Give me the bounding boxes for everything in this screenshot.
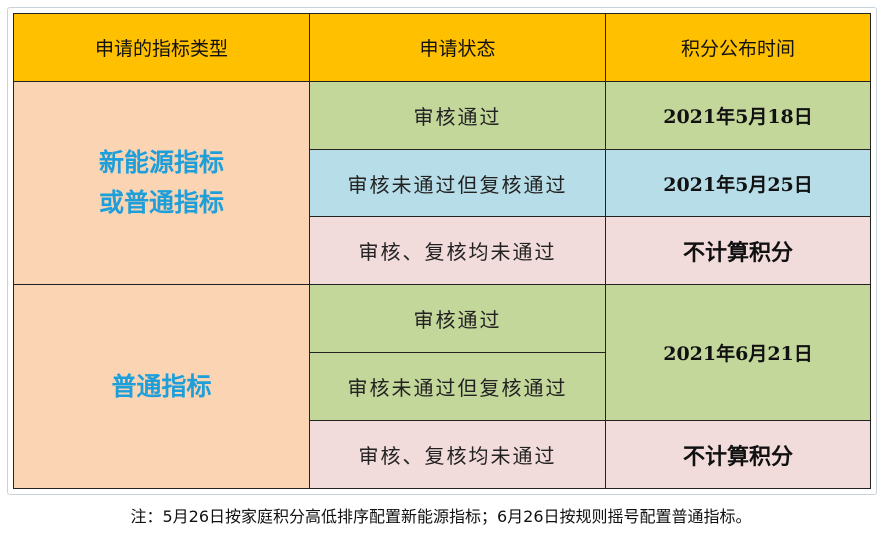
footnote: 注：5月26日按家庭积分高低排序配置新能源指标；6月26日按规则摇号配置普通指标… (130, 507, 752, 526)
time-cell-shared: 2021年6月21日 (606, 285, 871, 421)
header-status: 申请状态 (310, 14, 606, 82)
time-cell: 不计算积分 (606, 421, 871, 489)
header-time: 积分公布时间 (606, 14, 871, 82)
status-cell: 审核未通过但复核通过 (310, 150, 606, 217)
score-table: 申请的指标类型 申请状态 积分公布时间 新能源指标 或普通指标 审核通过 202… (13, 13, 871, 489)
status-cell: 审核未通过但复核通过 (310, 353, 606, 421)
time-cell: 2021年5月18日 (606, 82, 871, 150)
type-line-1: 新能源指标 (98, 148, 224, 177)
type-regular: 普通指标 (14, 285, 310, 489)
time-cell: 不计算积分 (606, 217, 871, 285)
status-cell: 审核、复核均未通过 (310, 217, 606, 285)
table-frame (7, 7, 877, 495)
status-cell: 审核、复核均未通过 (310, 421, 606, 489)
type-line-2: 或普通指标 (98, 188, 224, 217)
type-new-energy-or-regular: 新能源指标 或普通指标 (14, 82, 310, 285)
status-cell: 审核通过 (310, 82, 606, 150)
time-cell: 2021年5月25日 (606, 150, 871, 217)
status-cell: 审核通过 (310, 285, 606, 353)
header-type: 申请的指标类型 (14, 14, 310, 82)
